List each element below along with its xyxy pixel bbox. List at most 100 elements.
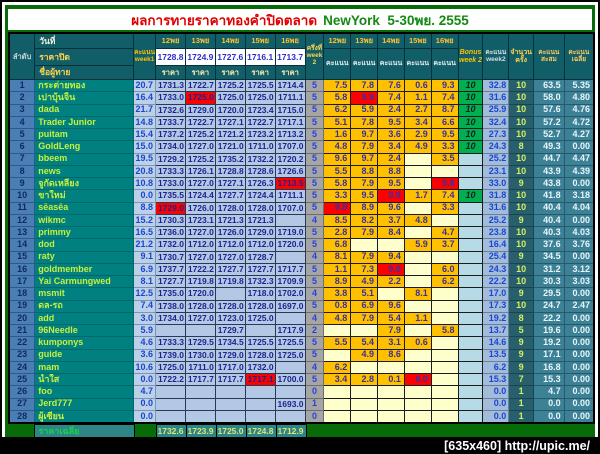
name-cell: news bbox=[34, 164, 135, 179]
average-score-cell: 3.18 bbox=[563, 189, 595, 203]
half-count-cell: 5 bbox=[304, 201, 325, 215]
week2-score-cell: 31.8 bbox=[482, 189, 510, 203]
average-score-cell: 0.00 bbox=[563, 213, 595, 228]
price-cell: 1729.5 bbox=[184, 336, 216, 350]
price-cell: 1725.0 bbox=[155, 360, 186, 375]
rank-cell: 15 bbox=[8, 250, 36, 264]
rank-cell: 20 bbox=[8, 311, 36, 326]
count-cell: 10 bbox=[508, 127, 535, 142]
half-count-cell: 5 bbox=[304, 336, 325, 350]
score-cell: 1.1 bbox=[403, 311, 432, 326]
price-date-header: 16พย bbox=[274, 32, 306, 49]
score-cell: 5.1 bbox=[323, 115, 352, 130]
title-bar: ผลการทายราคาทองคำปิดตลาด NewYork 5-30พย.… bbox=[8, 9, 592, 30]
name-cell: add bbox=[34, 311, 135, 326]
rank-cell: 17 bbox=[8, 274, 36, 289]
score-cell: 9.4 bbox=[377, 250, 405, 264]
price-cell: 1725.2 bbox=[214, 78, 246, 93]
price-cell: 1719.8 bbox=[214, 274, 246, 289]
score-cell: 0.1 bbox=[377, 372, 405, 387]
cumulative-score-cell: 19.6 bbox=[533, 323, 565, 338]
price-cell: 1728.0 bbox=[244, 201, 276, 215]
price-date-header: 14พย bbox=[214, 32, 246, 49]
price-cell: 1727.0 bbox=[184, 140, 216, 154]
price-cell: 1727.1 bbox=[214, 115, 246, 130]
half-count-cell: 5 bbox=[304, 164, 325, 179]
score-cell: 1.7 bbox=[403, 189, 432, 203]
half-count-cell: 5 bbox=[304, 238, 325, 252]
average-score-cell: 0.00 bbox=[563, 336, 595, 350]
week1-score-cell: 6.9 bbox=[133, 262, 157, 277]
score-cell: 8.1 bbox=[323, 250, 352, 264]
cumulative-score-cell: 63.5 bbox=[533, 78, 565, 93]
close-price-value: 1713.7 bbox=[274, 48, 306, 66]
table-row: 18 msmit 12.5 1735.0 1720.0 1718.0 1702.0 4 3.8 5… bbox=[8, 287, 595, 301]
score-date-header: 14พย bbox=[377, 32, 405, 49]
week2-score-cell: 17.0 bbox=[482, 287, 510, 301]
score-cell: 3.1 bbox=[377, 336, 405, 350]
cumulative-score-cell: 43.8 bbox=[533, 176, 565, 191]
price-cell: 1722.7 bbox=[244, 115, 276, 130]
score-cell bbox=[323, 348, 352, 362]
score-cell: 3.7 bbox=[430, 238, 459, 252]
bonus-cell bbox=[457, 409, 484, 424]
rank-cell: 27 bbox=[8, 397, 36, 411]
name-cell: ผู้เซียน bbox=[34, 409, 135, 424]
price-cell: 1727.7 bbox=[244, 262, 276, 277]
score-cell: 3.8 bbox=[323, 287, 352, 301]
price-cell: 1715.0 bbox=[274, 103, 306, 117]
week1-score-cell: 20.7 bbox=[133, 78, 157, 93]
price-cell: 1726.0 bbox=[214, 225, 246, 240]
price-cell: 1729.0 bbox=[184, 103, 216, 117]
week2-score-cell: 31.6 bbox=[482, 201, 510, 215]
score-cell: 9.6 bbox=[323, 152, 352, 166]
score-cell bbox=[377, 397, 405, 411]
table-row: 7 bbeem 19.5 1729.2 1725.2 1735.2 1732.2 1720.2… bbox=[8, 152, 595, 166]
score-cell bbox=[403, 262, 432, 277]
score-cell: 9.3 bbox=[430, 78, 459, 93]
count-cell: 9 bbox=[508, 287, 535, 301]
week1-score-cell: 0.0 bbox=[133, 397, 157, 411]
score-cell: 4.9 bbox=[350, 348, 379, 362]
close-price-value: 1724.9 bbox=[184, 48, 216, 66]
price-cell: 1734.0 bbox=[155, 140, 186, 154]
average-row-table: ราคาเฉลี่ย 1732.6 1723.9 1725.0 1724.8 1… bbox=[8, 424, 572, 439]
price-cell: 1733.3 bbox=[155, 336, 186, 350]
half-count-cell: 4 bbox=[304, 287, 325, 301]
price-cell bbox=[274, 311, 306, 326]
score-cell bbox=[377, 287, 405, 301]
week2-score-cell: 31.6 bbox=[482, 91, 510, 105]
price-label: ราคา bbox=[274, 65, 306, 80]
count-cell: 9 bbox=[508, 213, 535, 228]
price-cell: 1714.4 bbox=[274, 78, 306, 93]
average-score-cell: 4.80 bbox=[563, 91, 595, 105]
price-cell: 1711.0 bbox=[244, 140, 276, 154]
average-header: คะแนน เฉลี่ย bbox=[563, 32, 595, 80]
price-cell bbox=[155, 397, 186, 411]
week2-score-cell: 15.3 bbox=[482, 372, 510, 387]
score-cell: 2.7 bbox=[403, 103, 432, 117]
count-cell: 10 bbox=[508, 262, 535, 277]
cumulative-score-cell: 0.0 bbox=[533, 409, 565, 424]
week2-score-cell: 14.6 bbox=[482, 336, 510, 350]
score-cell: 8.8 bbox=[377, 164, 405, 179]
price-cell: 1729.0 bbox=[244, 225, 276, 240]
bonus-cell bbox=[457, 201, 484, 215]
price-cell: 1727.7 bbox=[155, 274, 186, 289]
score-cell bbox=[350, 397, 379, 411]
score-cell bbox=[377, 409, 405, 424]
score-cell: 2.8 bbox=[323, 225, 352, 240]
name-cell: goldmember bbox=[34, 262, 135, 277]
half-count-cell: 5 bbox=[304, 127, 325, 142]
cumulative-header: คะแนน สะสม bbox=[533, 32, 565, 80]
score-cell bbox=[430, 287, 459, 301]
score-cell bbox=[403, 360, 432, 375]
score-cell: 8.9 bbox=[350, 201, 379, 215]
price-cell: 1728.0 bbox=[214, 299, 246, 313]
price-cell: 1717.7 bbox=[214, 372, 246, 387]
half-week2-header: ครึ่งที่ week 2 bbox=[304, 32, 325, 80]
bonus-cell: 10 bbox=[457, 115, 484, 130]
week2-score-cell: 32.4 bbox=[482, 115, 510, 130]
score-cell bbox=[430, 311, 459, 326]
score-cell: 6.6 bbox=[430, 115, 459, 130]
